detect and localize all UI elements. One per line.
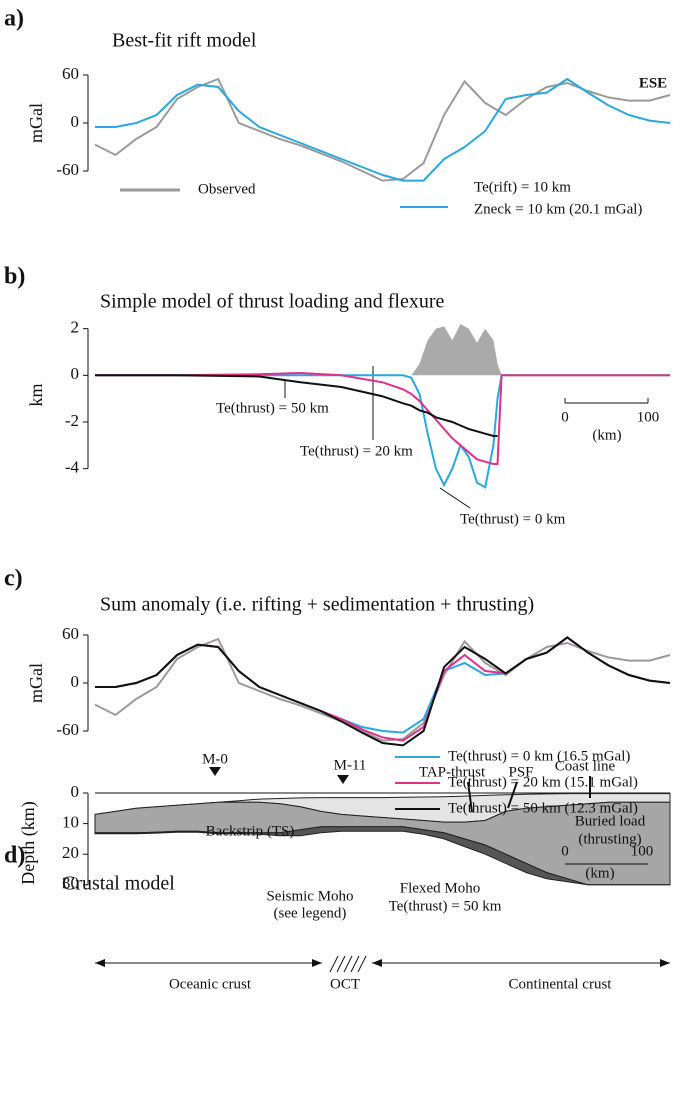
legend-label: Observed [198,181,256,197]
y-tick-label: 60 [62,624,79,643]
annotation: Continental crust [509,976,613,992]
scale-label: 0 [561,409,569,425]
annotation: Te(thrust) = 0 km [460,511,566,527]
y-axis-label: mGal [26,663,46,703]
y-tick-label: -60 [56,720,79,739]
y-tick-label: 0 [71,112,80,131]
arrowhead [312,959,322,967]
pointer [467,781,473,813]
y-tick-label: 0 [71,364,80,383]
panel-letter: c) [4,566,23,592]
line [95,374,498,437]
annotation: 0 [561,843,569,859]
arrowhead [372,959,382,967]
y-tick-label: 60 [62,64,79,83]
y-tick-label: -2 [65,411,79,430]
panel-title: Crustal model [62,873,175,895]
annotation: Seismic Moho [266,888,353,904]
y-tick-label: -60 [56,160,79,179]
scale-label: (km) [592,427,621,443]
scale-label: 100 [637,409,660,425]
layer [94,826,670,886]
area [95,324,670,376]
annotation: Flexed Moho [400,880,480,896]
annotation: OCT [330,976,360,992]
panel-letter: a) [4,6,24,32]
annotation: Te(thrust) = 50 km [216,400,329,416]
annotation: Te(thrust) = 50 km [389,898,502,914]
panel-letter: b) [4,264,25,290]
y-tick-label: 10 [62,813,79,832]
line [94,637,671,742]
annotation: Oceanic crust [169,976,252,992]
annotation: M-0 [202,751,228,767]
marker [209,767,221,776]
hatch [336,955,346,973]
y-tick-label: 30 [62,874,79,893]
marker [337,775,349,784]
annotation: Coast line [555,758,616,774]
y-tick-label: -4 [65,458,80,477]
hatch [357,955,367,973]
panel-title: Sum anomaly (i.e. rifting + sedimentatio… [100,594,534,616]
panel-title: Simple model of thrust loading and flexu… [100,291,444,313]
annotation: Backstrip (TS) [206,823,295,839]
panel-title: Best-fit rift model [112,30,257,52]
annotation: ESE [639,75,667,91]
line [95,374,670,489]
annotation: Te(thrust) = 20 km [300,443,413,459]
y-tick-label: 0 [71,782,80,801]
hatch [329,955,339,973]
arrowhead [660,959,670,967]
line [95,636,671,734]
line [95,636,671,747]
annotation: 100 [631,843,654,859]
legend-label: Te(thrust) = 0 km (16.5 mGal) [448,748,630,764]
line [94,77,671,182]
y-axis-label: mGal [26,103,46,143]
annotation: PSF [508,764,533,780]
y-axis-label: Depth (km) [18,801,39,884]
annotation: M-11 [334,757,367,773]
annotation: (see legend) [274,905,347,921]
line [95,77,671,182]
y-tick-label: 0 [71,672,80,691]
arrowhead [95,959,105,967]
hatch [350,955,360,973]
annotation: (thrusting) [578,831,641,847]
annotation: (km) [585,865,614,881]
legend-label: Te(rift) = 10 km [474,179,571,195]
panel-letter: d) [4,843,25,869]
y-tick-label: 20 [62,843,79,862]
legend-label: Zneck = 10 km (20.1 mGal) [474,201,642,217]
annotation: Buried load [575,813,646,829]
pointer [439,487,471,509]
pointer [507,781,518,809]
y-tick-label: 2 [71,318,80,337]
hatch [343,955,353,973]
legend-label: Te(thrust) = 50 km (12.3 mGal) [448,800,638,816]
line [95,371,670,465]
annotation: TAP-thrust [419,764,486,780]
y-axis-label: km [26,383,46,406]
